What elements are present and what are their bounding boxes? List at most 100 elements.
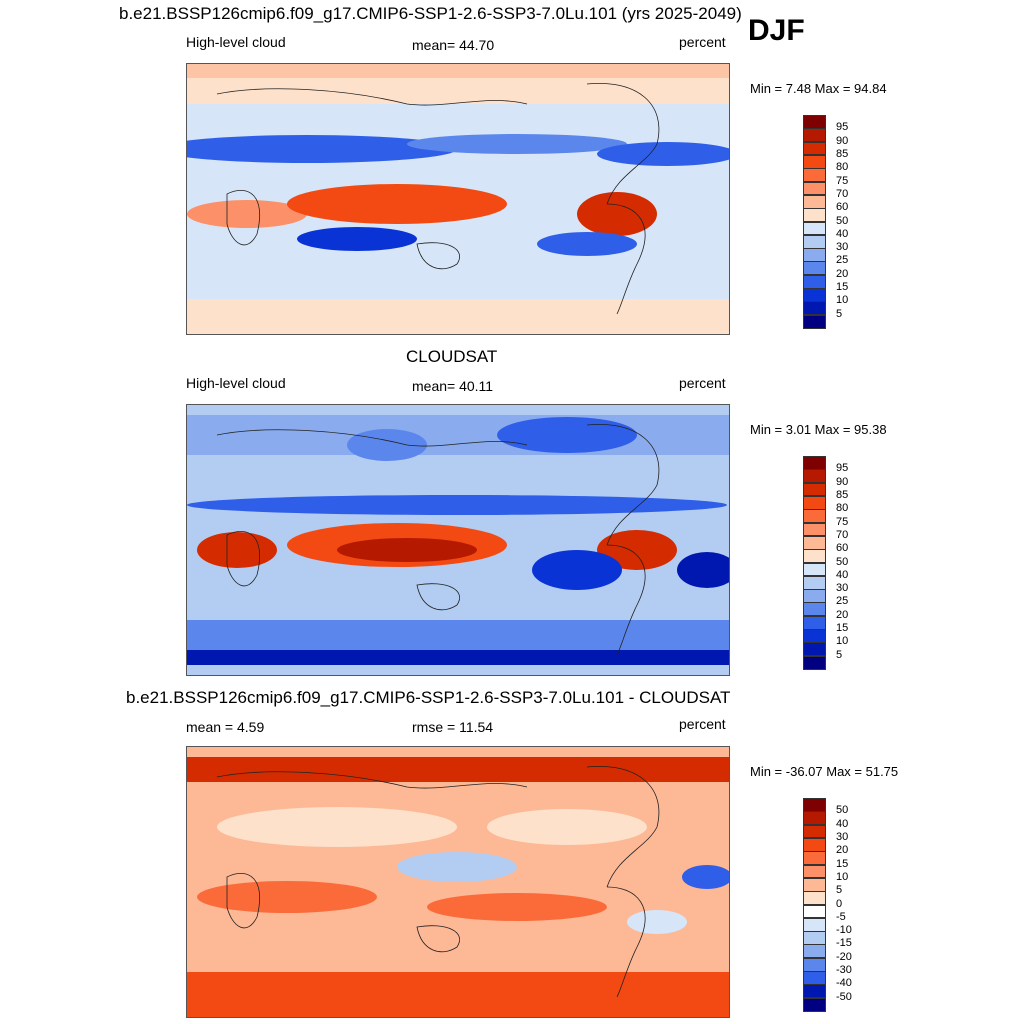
- colorbar-segment: [803, 301, 826, 316]
- colorbar-segment: [803, 522, 826, 537]
- colorbar-tick-label: 85: [836, 147, 849, 160]
- colorbar-tick-label: 60: [836, 542, 849, 555]
- colorbar-tick-label: 50: [836, 555, 849, 568]
- colorbar-segment: [803, 562, 826, 577]
- colorbar-segment: [803, 798, 826, 812]
- panel-1-mean-label: mean= 44.70: [412, 37, 495, 53]
- panel-3-map: [186, 746, 730, 1018]
- colorbar-segment: [803, 274, 826, 289]
- colorbar-segment: [803, 509, 826, 524]
- colorbar-tick-label: -50: [836, 990, 852, 1003]
- panel-3-mean-label: mean = 4.59: [186, 719, 265, 735]
- colorbar-tick-label: 20: [836, 844, 849, 857]
- colorbar-segment: [803, 944, 826, 959]
- colorbar-tick-label: -30: [836, 964, 852, 977]
- colorbar-tick-label: 25: [836, 254, 849, 267]
- colorbar-tick-label: 30: [836, 241, 849, 254]
- colorbar-segment: [803, 615, 826, 630]
- colorbar-segment: [803, 589, 826, 603]
- colorbar-tick-label: 50: [836, 804, 849, 817]
- colorbar-segment: [803, 957, 826, 972]
- panel-1-field: [187, 64, 729, 334]
- panel-1-colorbar: [803, 115, 826, 329]
- colorbar-tick-label: -15: [836, 937, 852, 950]
- colorbar-tick-label: -10: [836, 924, 852, 937]
- colorbar-segment: [803, 891, 826, 905]
- panel-1-title: b.e21.BSSP126cmip6.f09_g17.CMIP6-SSP1-2.…: [119, 4, 742, 23]
- panel-1-units-label: percent: [679, 34, 726, 50]
- panel-3-field: [187, 747, 729, 1017]
- colorbar-tick-label: 15: [836, 281, 849, 294]
- season-label: DJF: [748, 14, 805, 47]
- colorbar-segment: [803, 128, 826, 143]
- colorbar-segment: [803, 837, 826, 852]
- colorbar-segment: [803, 824, 826, 839]
- colorbar-tick-label: 85: [836, 488, 849, 501]
- panel-1-map: [186, 63, 730, 335]
- colorbar-tick-label: 75: [836, 515, 849, 528]
- colorbar-tick-label: 30: [836, 582, 849, 595]
- colorbar-segment: [803, 208, 826, 222]
- colorbar-tick-label: 40: [836, 227, 849, 240]
- colorbar-segment: [803, 997, 826, 1012]
- panel-1-variable-label: High-level cloud: [186, 34, 286, 50]
- panel-3-colorbar: [803, 798, 826, 1012]
- colorbar-tick-label: 80: [836, 502, 849, 515]
- colorbar-segment: [803, 655, 826, 670]
- colorbar-tick-label: 20: [836, 267, 849, 280]
- colorbar-segment: [803, 629, 826, 643]
- colorbar-segment: [803, 549, 826, 563]
- colorbar-segment: [803, 261, 826, 276]
- panel-2-field: [187, 405, 729, 675]
- colorbar-tick-label: 50: [836, 214, 849, 227]
- colorbar-segment: [803, 602, 826, 617]
- colorbar-tick-label: 40: [836, 568, 849, 581]
- colorbar-segment: [803, 456, 826, 470]
- panel-2-map: [186, 404, 730, 676]
- colorbar-segment: [803, 864, 826, 879]
- panel-3-title: b.e21.BSSP126cmip6.f09_g17.CMIP6-SSP1-2.…: [126, 688, 731, 707]
- colorbar-segment: [803, 248, 826, 262]
- panel-3-units-label: percent: [679, 716, 726, 732]
- colorbar-tick-label: 10: [836, 635, 849, 648]
- colorbar-segment: [803, 482, 826, 497]
- colorbar-tick-label: -20: [836, 950, 852, 963]
- colorbar-tick-label: 30: [836, 830, 849, 843]
- colorbar-segment: [803, 535, 826, 550]
- colorbar-segment: [803, 181, 826, 196]
- colorbar-tick-label: 0: [836, 897, 843, 910]
- colorbar-tick-label: 70: [836, 187, 849, 200]
- colorbar-segment: [803, 168, 826, 183]
- colorbar-segment: [803, 877, 826, 892]
- colorbar-tick-label: 5: [836, 648, 843, 661]
- colorbar-tick-label: 20: [836, 608, 849, 621]
- colorbar-segment: [803, 904, 826, 919]
- panel-3-rmse-label: rmse = 11.54: [412, 719, 494, 735]
- panel-1-minmax-label: Min = 7.48 Max = 94.84: [750, 81, 887, 96]
- colorbar-tick-label: 15: [836, 622, 849, 635]
- colorbar-tick-label: 70: [836, 528, 849, 541]
- panel-2-title: CLOUDSAT: [406, 347, 498, 366]
- colorbar-segment: [803, 931, 826, 945]
- colorbar-tick-label: 60: [836, 201, 849, 214]
- colorbar-segment: [803, 115, 826, 129]
- colorbar-tick-label: 40: [836, 817, 849, 830]
- panel-2-units-label: percent: [679, 375, 726, 391]
- panel-2-mean-label: mean= 40.11: [412, 378, 494, 394]
- colorbar-segment: [803, 154, 826, 169]
- colorbar-tick-label: 80: [836, 161, 849, 174]
- colorbar-tick-label: -40: [836, 977, 852, 990]
- colorbar-tick-label: 5: [836, 307, 843, 320]
- panel-2-minmax-label: Min = 3.01 Max = 95.38: [750, 422, 887, 437]
- colorbar-segment: [803, 234, 826, 249]
- colorbar-segment: [803, 288, 826, 302]
- colorbar-tick-label: 75: [836, 174, 849, 187]
- colorbar-tick-label: 90: [836, 475, 849, 488]
- colorbar-segment: [803, 642, 826, 657]
- panel-2-variable-label: High-level cloud: [186, 375, 286, 391]
- colorbar-tick-label: 90: [836, 134, 849, 147]
- colorbar-tick-label: 10: [836, 294, 849, 307]
- colorbar-tick-label: 25: [836, 595, 849, 608]
- colorbar-segment: [803, 194, 826, 209]
- panel-2-colorbar: [803, 456, 826, 670]
